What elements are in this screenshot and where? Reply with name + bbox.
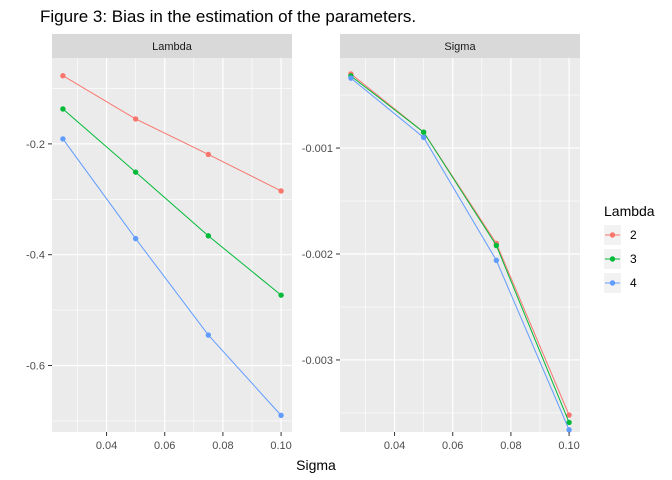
x-tick-label: 0.08 — [500, 440, 521, 452]
legend-keys: 2 3 4 — [604, 225, 637, 293]
legend-label: 3 — [630, 252, 637, 266]
data-point-lambda-4 — [132, 235, 139, 242]
x-axis-lambda: 0.04 0.06 0.08 0.10 — [96, 432, 292, 452]
chart-title: Figure 3: Bias in the estimation of the … — [40, 7, 416, 26]
data-point-lambda-4 — [566, 427, 572, 433]
data-point-lambda-3 — [205, 233, 212, 239]
x-tick-label: 0.04 — [384, 440, 405, 452]
y-tick-label: -0.002 — [302, 249, 333, 261]
gridlines-lambda — [52, 58, 292, 432]
x-tick-label: 0.10 — [270, 440, 291, 452]
x-tick-label: 0.04 — [96, 440, 117, 452]
gridlines-sigma — [340, 58, 580, 432]
panel-background-sigma — [340, 58, 580, 432]
data-point-lambda-4 — [493, 257, 500, 264]
x-axis-sigma: 0.04 0.06 0.08 0.10 — [384, 432, 580, 452]
data-point-lambda-4 — [348, 75, 354, 81]
x-tick-label: 0.06 — [154, 440, 175, 452]
data-point-lambda-3 — [420, 129, 427, 135]
y-tick-label: -0.001 — [302, 143, 333, 155]
legend-key-point — [609, 280, 616, 286]
data-point-lambda-2 — [278, 188, 284, 194]
x-tick-label: 0.08 — [212, 440, 233, 452]
series-line-lambda-2 — [350, 73, 570, 416]
strip-sigma — [340, 34, 580, 58]
y-tick-label: -0.003 — [302, 355, 333, 367]
legend-label: 4 — [630, 276, 637, 290]
data-point-lambda-3 — [493, 242, 500, 249]
strip-lambda — [52, 34, 292, 58]
x-axis-title: Sigma — [296, 457, 336, 473]
data-point-lambda-3 — [60, 106, 66, 112]
data-point-lambda-2 — [566, 412, 572, 418]
data-point-lambda-2 — [205, 151, 212, 158]
y-tick-label: -0.2 — [26, 139, 45, 151]
panel-sigma: Sigma -0.001 -0.002 -0.003 0.04 0.06 0.08 0.1… — [302, 34, 580, 452]
legend-key-point — [609, 232, 616, 238]
legend-label: 2 — [630, 228, 637, 242]
data-point-lambda-4 — [60, 136, 66, 142]
legend-key-point — [609, 256, 616, 262]
y-tick-label: -0.4 — [26, 250, 45, 262]
legend-title: Lambda — [604, 203, 655, 219]
data-point-lambda-3 — [566, 419, 572, 426]
data-point-lambda-4 — [278, 412, 284, 419]
y-axis-lambda: -0.2 -0.4 -0.6 — [26, 139, 52, 373]
series-line-lambda-3 — [62, 108, 282, 296]
y-axis-sigma: -0.001 -0.002 -0.003 — [302, 143, 340, 367]
data-point-lambda-4 — [205, 332, 212, 338]
panel-background-lambda — [52, 58, 292, 432]
data-point-lambda-3 — [278, 292, 284, 298]
y-tick-label: -0.6 — [26, 361, 45, 373]
series-line-lambda-4 — [350, 77, 570, 431]
legend: Lambda 2 3 4 — [604, 203, 655, 293]
series-line-lambda-3 — [350, 75, 570, 423]
data-point-lambda-2 — [132, 116, 139, 122]
panel-lambda: Lambda -0.2 -0.4 -0.6 0.04 0.06 0.08 0.10 — [26, 34, 292, 452]
x-tick-label: 0.10 — [558, 440, 579, 452]
x-tick-label: 0.06 — [442, 440, 463, 452]
data-point-lambda-3 — [132, 169, 139, 175]
series-line-lambda-2 — [62, 75, 282, 192]
data-point-lambda-4 — [420, 134, 427, 141]
series-lambda — [60, 73, 284, 419]
strip-label-sigma: Sigma — [444, 41, 476, 53]
data-point-lambda-2 — [60, 73, 66, 79]
strip-label-lambda: Lambda — [152, 41, 193, 53]
series-sigma — [348, 71, 572, 433]
series-line-lambda-4 — [62, 138, 282, 416]
